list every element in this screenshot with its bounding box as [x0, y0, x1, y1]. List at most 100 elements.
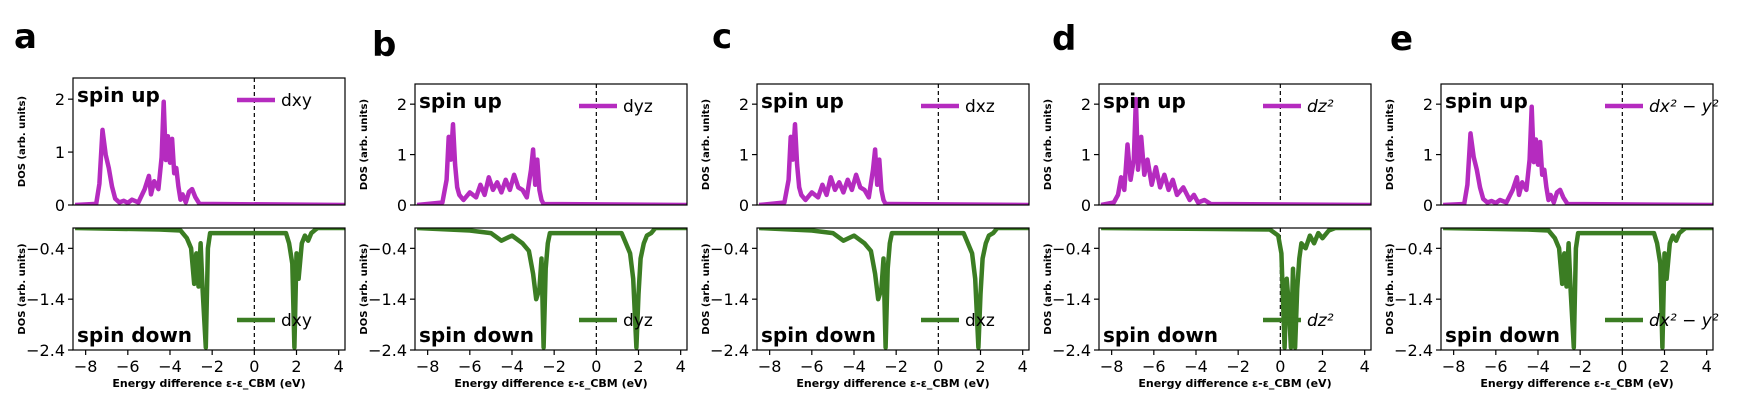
axes-frame [414, 83, 688, 206]
panel-d: d 0 1 2 DOS (arb. units) spin up dz² −0.4 −1.4 −2… [1043, 19, 1372, 390]
dos-series-down [75, 228, 345, 350]
x-tick-label: 0 [1617, 357, 1627, 376]
x-tick-label: −4 [1184, 357, 1208, 376]
spin-down-plot: −0.4 −1.4 −2.4 DOS (arb. units) spin down dxy [17, 227, 346, 360]
x-tick-label: −2 [200, 357, 224, 376]
y-tick-label: 2 [397, 95, 407, 114]
y-tick-label: −2.4 [710, 341, 749, 360]
x-tick-label: −4 [1526, 357, 1550, 376]
y-axis-label: DOS (arb. units) [1043, 243, 1054, 334]
x-tick-label: 0 [1275, 357, 1285, 376]
spin-down-plot: −0.4 −1.4 −2.4 DOS (arb. units) spin down dz² [1043, 227, 1372, 360]
spin-title: spin down [1445, 323, 1560, 347]
axes-frame [72, 227, 346, 351]
legend-label: dyz [623, 97, 653, 117]
y-tick-label: 2 [55, 90, 65, 109]
spin-title: spin up [77, 83, 160, 107]
y-tick-label: 1 [739, 146, 749, 165]
x-axis-label: Energy difference ε-ε_CBM (eV) [1480, 377, 1673, 390]
dos-series-down [1443, 228, 1713, 350]
axes-frame [1440, 227, 1714, 351]
panel-label: e [1390, 19, 1413, 59]
x-tick-label: −4 [842, 357, 866, 376]
x-tick-label: 2 [291, 357, 301, 376]
x-tick-label: −6 [116, 357, 140, 376]
x-tick-label: −2 [1568, 357, 1592, 376]
spin-title: spin up [761, 89, 844, 113]
y-tick-label: −1.4 [1052, 290, 1091, 309]
x-tick-label: 4 [1360, 357, 1370, 376]
x-tick-label: 2 [975, 357, 985, 376]
legend-label: dx² − y² [1649, 97, 1719, 117]
y-tick-label: −1.4 [710, 290, 749, 309]
axes-frame [1440, 83, 1714, 206]
spin-up-plot: 0 1 2 DOS (arb. units) spin up dx² − y² [1385, 83, 1719, 215]
spin-down-plot: −0.4 −1.4 −2.4 DOS (arb. units) spin down dx²… [1385, 227, 1719, 360]
spin-up-plot: 0 1 2 DOS (arb. units) spin up dz² [1043, 83, 1372, 215]
x-tick-label: 0 [591, 357, 601, 376]
y-tick-label: −2.4 [1052, 341, 1091, 360]
y-tick-label: 2 [1081, 95, 1091, 114]
spin-title: spin up [1445, 89, 1528, 113]
dos-series-up [758, 122, 1029, 205]
x-tick-label: −8 [74, 357, 98, 376]
y-axis-label: DOS (arb. units) [359, 99, 370, 190]
x-tick-label: −2 [542, 357, 566, 376]
dos-series-up [74, 99, 345, 205]
y-tick-label: −0.4 [1052, 239, 1091, 258]
x-tick-label: −8 [416, 357, 440, 376]
x-axis-label: Energy difference ε-ε_CBM (eV) [796, 377, 989, 390]
y-tick-label: −0.4 [710, 239, 749, 258]
x-tick-label: −2 [884, 357, 908, 376]
spin-up-plot: 0 1 2 DOS (arb. units) spin up dyz [359, 83, 688, 215]
x-tick-label: −6 [1484, 357, 1508, 376]
x-tick-label: 4 [1702, 357, 1712, 376]
x-tick-label: −8 [1442, 357, 1466, 376]
panel-label: b [372, 25, 396, 65]
y-tick-label: −0.4 [26, 239, 65, 258]
x-axis-label: Energy difference ε-ε_CBM (eV) [1138, 377, 1331, 390]
y-tick-label: 0 [1423, 196, 1433, 215]
spin-title: spin down [761, 323, 876, 347]
x-tick-label: 4 [676, 357, 686, 376]
x-tick-label: −6 [458, 357, 482, 376]
y-axis-label: DOS (arb. units) [1385, 99, 1396, 190]
panel-b: b 0 1 2 DOS (arb. units) spin up dyz −0.4 −1.4 −2… [359, 25, 688, 390]
legend-label: dxy [281, 311, 312, 331]
y-tick-label: −2.4 [26, 341, 65, 360]
x-tick-label: 0 [249, 357, 259, 376]
y-tick-label: −1.4 [368, 290, 407, 309]
x-axis-label: Energy difference ε-ε_CBM (eV) [454, 377, 647, 390]
y-tick-label: 1 [1081, 146, 1091, 165]
panel-label: a [14, 17, 37, 57]
y-tick-label: −2.4 [368, 341, 407, 360]
panel-label: d [1052, 19, 1076, 59]
y-tick-label: 1 [1423, 146, 1433, 165]
y-axis-label: DOS (arb. units) [701, 243, 712, 334]
legend-label: dyz [623, 311, 653, 331]
x-tick-label: 2 [633, 357, 643, 376]
y-tick-label: 1 [397, 146, 407, 165]
x-tick-label: −8 [758, 357, 782, 376]
x-tick-label: −6 [800, 357, 824, 376]
axes-frame [414, 227, 688, 351]
spin-up-plot: 0 1 2 DOS (arb. units) spin up dxy [17, 77, 346, 215]
y-tick-label: 2 [1423, 95, 1433, 114]
x-tick-label: −8 [1100, 357, 1124, 376]
x-tick-label: 2 [1317, 357, 1327, 376]
axes-frame [1098, 227, 1372, 351]
axes-frame [1098, 83, 1372, 206]
x-tick-label: 4 [1018, 357, 1028, 376]
y-axis-label: DOS (arb. units) [1385, 243, 1396, 334]
x-tick-label: −4 [158, 357, 182, 376]
spin-title: spin down [77, 323, 192, 347]
y-tick-label: 0 [1081, 196, 1091, 215]
spin-title: spin down [419, 323, 534, 347]
y-tick-label: 0 [397, 196, 407, 215]
legend-label: dz² [1307, 97, 1334, 117]
y-axis-label: DOS (arb. units) [17, 243, 28, 334]
axes-frame [72, 77, 346, 206]
dos-series-up [416, 122, 687, 205]
